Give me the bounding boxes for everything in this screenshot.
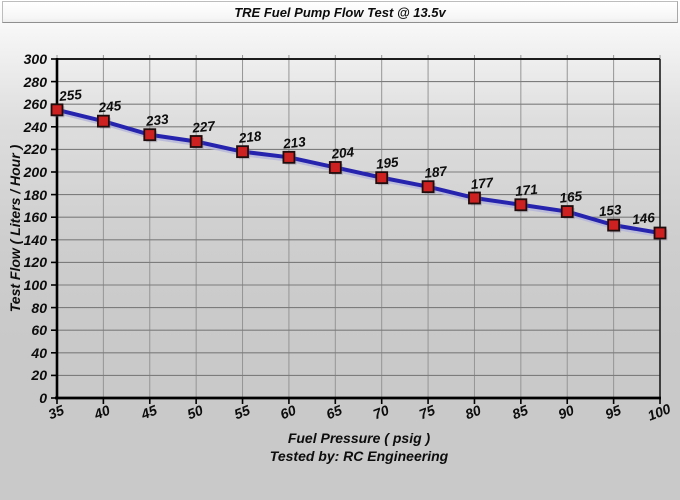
data-point-label: 146 [632,210,656,227]
y-tick-label: 80 [31,299,47,316]
series-line [56,107,661,235]
data-point-label: 233 [144,112,169,129]
x-axis-title: Fuel Pressure ( psig ) [287,430,431,446]
data-point-marker [282,150,296,164]
y-tick-label: 180 [23,186,47,203]
data-point-label: 153 [598,202,622,219]
y-tick-label: 140 [23,231,47,248]
data-point-marker [560,205,574,218]
data-point-marker [328,161,342,174]
y-axis-title: Test Flow ( Liters / Hour ) [7,144,23,313]
data-point-label: 171 [514,182,538,199]
y-tick-label: 20 [31,367,47,384]
data-point-marker [189,135,203,148]
chart-title: TRE Fuel Pump Flow Test @ 13.5v [234,4,446,20]
chart-title-bar: TRE Fuel Pump Flow Test @ 13.5v [2,1,678,23]
data-point-marker [514,198,528,212]
data-point-label: 177 [470,175,495,192]
data-point-marker [143,128,157,142]
data-point-marker [653,226,667,240]
data-point-label: 255 [58,87,83,104]
data-point-marker [468,191,481,205]
data-point-label: 165 [559,188,583,205]
data-point-marker [607,218,621,232]
y-tick-label: 200 [23,164,47,180]
data-point-label: 213 [281,134,306,151]
y-tick-label: 280 [23,73,47,90]
y-tick-label: 300 [23,51,47,67]
y-tick-label: 160 [23,209,47,226]
data-point-marker [421,180,435,194]
data-point-label: 245 [97,98,122,115]
y-tick-label: 240 [23,118,47,135]
data-point-label: 227 [191,118,217,136]
data-point-label: 204 [330,144,355,161]
y-tick-label: 220 [23,141,47,158]
y-tick-label: 40 [31,344,47,361]
y-tick-label: 120 [23,254,47,271]
data-point-label: 195 [375,154,399,171]
data-point-marker [96,114,110,128]
data-point-marker [50,103,64,117]
y-tick-label: 0 [39,390,47,406]
y-tick-label: 100 [23,277,47,293]
y-tick-label: 260 [23,96,47,113]
data-point-label: 218 [237,128,262,145]
data-point-marker [375,171,389,185]
data-point-label: 187 [424,163,449,180]
y-tick-label: 60 [31,322,47,339]
data-point-marker [236,145,249,159]
tested-by-note: Tested by: RC Engineering [269,448,449,464]
